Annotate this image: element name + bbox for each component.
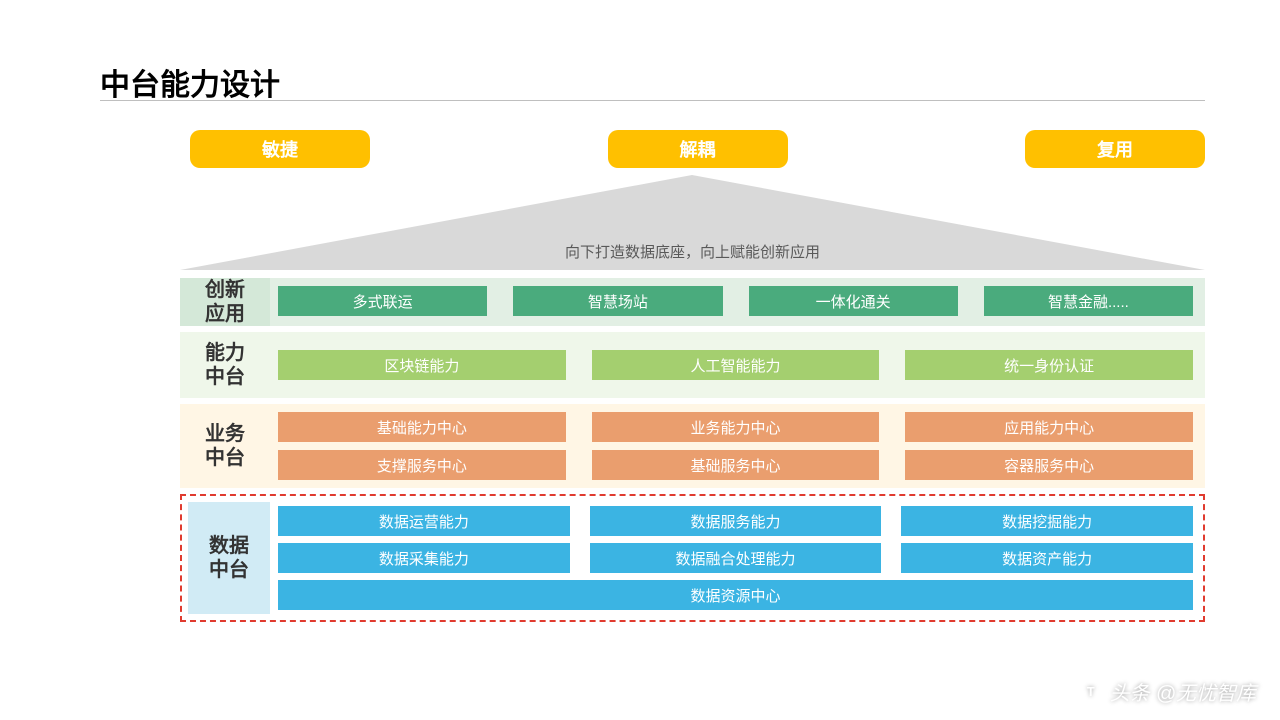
cell: 多式联运: [278, 286, 487, 316]
cell: 数据采集能力: [278, 543, 570, 573]
cell: 统一身份认证: [905, 350, 1193, 380]
row: 区块链能力 人工智能能力 统一身份认证: [278, 350, 1193, 380]
pill-agile: 敏捷: [190, 130, 370, 168]
row: 数据运营能力 数据服务能力 数据挖掘能力: [278, 506, 1193, 536]
pill-decouple: 解耦: [608, 130, 788, 168]
watermark: T 头条 @无忧智库: [1078, 677, 1256, 706]
layer-capability: 能力中台 区块链能力 人工智能能力 统一身份认证: [180, 332, 1205, 398]
cell: 数据融合处理能力: [590, 543, 882, 573]
row: 支撑服务中心 基础服务中心 容器服务中心: [278, 450, 1193, 480]
layer-business: 业务中台 基础能力中心 业务能力中心 应用能力中心 支撑服务中心 基础服务中心 …: [180, 404, 1205, 488]
layer-stack: 创新应用 多式联运 智慧场站 一体化通关 智慧金融..... 能力中台 区块链能…: [180, 278, 1205, 622]
layer-body-innovation: 多式联运 智慧场站 一体化通关 智慧金融.....: [270, 278, 1205, 326]
page-title: 中台能力设计: [100, 60, 280, 104]
cell: 容器服务中心: [905, 450, 1193, 480]
title-divider: [100, 100, 1205, 101]
cell: 应用能力中心: [905, 412, 1193, 442]
cell: 人工智能能力: [592, 350, 880, 380]
row: 数据采集能力 数据融合处理能力 数据资产能力: [278, 543, 1193, 573]
cell: 智慧场站: [513, 286, 722, 316]
layer-body-capability: 区块链能力 人工智能能力 统一身份认证: [270, 332, 1205, 398]
triangle-banner: 向下打造数据底座，向上赋能创新应用: [180, 175, 1205, 270]
cell: 区块链能力: [278, 350, 566, 380]
layer-label-business: 业务中台: [180, 404, 270, 488]
layer-body-business: 基础能力中心 业务能力中心 应用能力中心 支撑服务中心 基础服务中心 容器服务中…: [270, 404, 1205, 488]
cell: 数据资产能力: [901, 543, 1193, 573]
layer-body-data: 数据运营能力 数据服务能力 数据挖掘能力 数据采集能力 数据融合处理能力 数据资…: [274, 500, 1199, 616]
watermark-text: @无忧智库: [1156, 677, 1256, 706]
cell: 数据资源中心: [278, 580, 1193, 610]
layer-innovation: 创新应用 多式联运 智慧场站 一体化通关 智慧金融.....: [180, 278, 1205, 326]
layer-label-data: 数据中台: [188, 502, 270, 614]
row: 基础能力中心 业务能力中心 应用能力中心: [278, 412, 1193, 442]
cell: 业务能力中心: [592, 412, 880, 442]
cell: 智慧金融.....: [984, 286, 1193, 316]
cell: 基础能力中心: [278, 412, 566, 442]
principle-pills: 敏捷 解耦 复用: [190, 130, 1205, 168]
row: 数据资源中心: [278, 580, 1193, 610]
triangle-caption: 向下打造数据底座，向上赋能创新应用: [180, 241, 1205, 262]
layer-data: 数据中台 数据运营能力 数据服务能力 数据挖掘能力 数据采集能力 数据融合处理能…: [180, 494, 1205, 622]
watermark-logo-icon: T: [1078, 679, 1104, 705]
cell: 一体化通关: [749, 286, 958, 316]
layer-label-capability: 能力中台: [180, 332, 270, 398]
cell: 支撑服务中心: [278, 450, 566, 480]
cell: 数据服务能力: [590, 506, 882, 536]
watermark-prefix: 头条: [1110, 677, 1150, 706]
pill-reuse: 复用: [1025, 130, 1205, 168]
cell: 数据运营能力: [278, 506, 570, 536]
cell: 数据挖掘能力: [901, 506, 1193, 536]
cell: 基础服务中心: [592, 450, 880, 480]
layer-label-innovation: 创新应用: [180, 278, 270, 326]
row: 多式联运 智慧场站 一体化通关 智慧金融.....: [278, 286, 1193, 316]
